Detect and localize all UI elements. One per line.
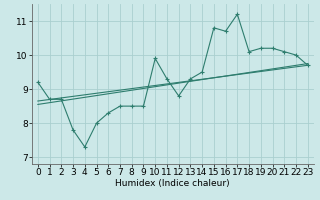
X-axis label: Humidex (Indice chaleur): Humidex (Indice chaleur) [116,179,230,188]
